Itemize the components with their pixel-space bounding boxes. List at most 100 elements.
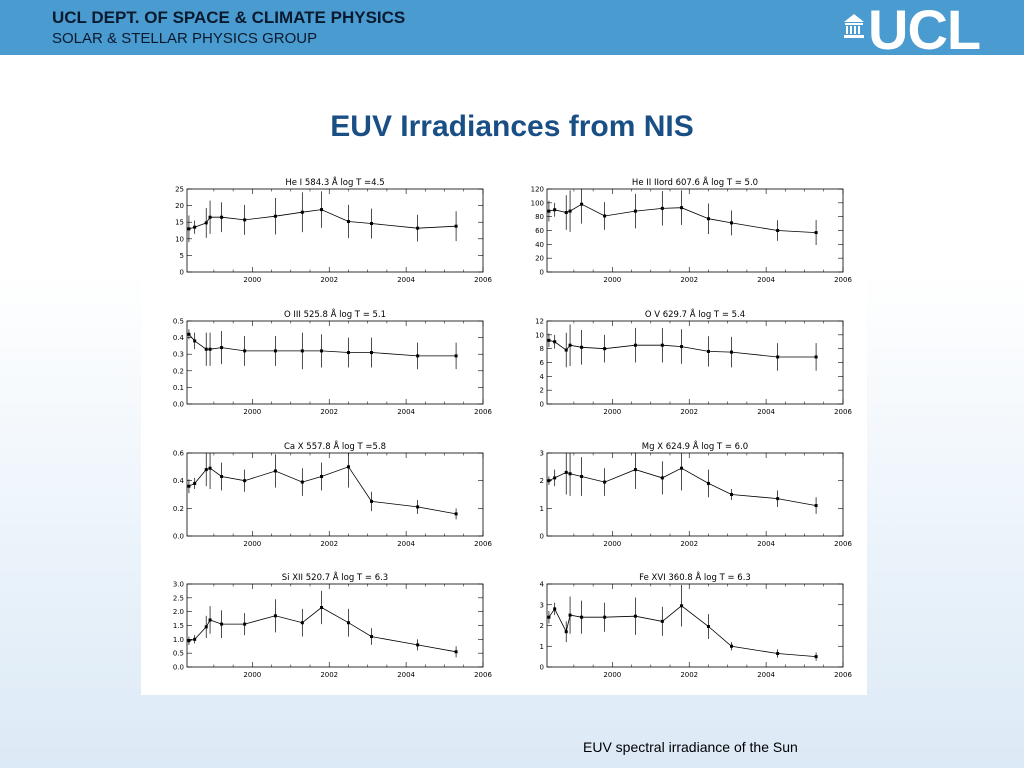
data-point: [300, 349, 304, 353]
y-tick-label: 0.0: [173, 533, 184, 541]
x-tick-label: 2006: [474, 540, 492, 548]
data-point: [208, 215, 212, 219]
x-tick-label: 2000: [603, 408, 621, 416]
data-point: [547, 615, 551, 619]
caption: EUV spectral irradiance of the Sun: [583, 739, 798, 755]
x-tick-label: 2004: [757, 540, 775, 548]
data-point: [193, 637, 197, 641]
data-point: [547, 209, 551, 213]
chart-panel-4: O V 629.7 Å log T = 5.4 2000 2002 2004 2006 0…: [535, 308, 852, 416]
data-point: [187, 484, 191, 488]
x-tick-label: 2002: [680, 540, 698, 548]
y-tick-label: 0.2: [173, 505, 184, 513]
data-point: [204, 347, 208, 351]
data-point: [454, 354, 458, 358]
data-point: [416, 226, 420, 230]
data-point: [776, 355, 780, 359]
data-point: [568, 343, 572, 347]
y-tick-label: 20: [535, 255, 544, 263]
data-point: [300, 480, 304, 484]
y-tick-label: 2: [540, 477, 544, 485]
data-point: [220, 622, 224, 626]
y-tick-label: 25: [175, 186, 184, 194]
x-tick-label: 2002: [680, 671, 698, 679]
data-point: [730, 493, 734, 496]
series-line: [188, 334, 457, 357]
y-tick-label: 120: [531, 186, 544, 194]
y-tick-label: 40: [535, 241, 544, 249]
x-tick-label: 2004: [397, 671, 415, 679]
y-tick-label: 2: [540, 622, 544, 630]
x-tick-label: 2000: [243, 540, 261, 548]
chart-title: O III 525.8 Å log T = 5.1: [284, 308, 386, 320]
y-tick-label: 0.3: [173, 351, 184, 359]
chart-panel-5: Ca X 557.8 Å log T =5.8 2000 2002 2004 2006 0…: [173, 440, 493, 548]
data-point: [814, 655, 818, 659]
y-tick-label: 0: [180, 269, 184, 277]
y-tick-label: 3.0: [173, 581, 184, 589]
plot-frame: [186, 452, 484, 537]
data-point: [416, 505, 420, 509]
data-point: [208, 618, 212, 622]
y-tick-label: 12: [535, 318, 544, 326]
series-line: [548, 340, 817, 358]
plot-frame: [546, 452, 844, 537]
data-point: [633, 468, 637, 472]
irradiance-figure: He I 584.3 Å log T =4.5 2000 2002 2004 2006 0…: [141, 173, 867, 695]
y-tick-label: 2.5: [173, 594, 184, 602]
data-point: [273, 214, 277, 218]
x-tick-label: 2002: [320, 276, 338, 284]
data-point: [273, 349, 277, 353]
data-point: [564, 630, 568, 634]
data-point: [814, 355, 818, 359]
x-tick-label: 2002: [320, 671, 338, 679]
data-point: [776, 497, 780, 501]
data-point: [204, 625, 208, 629]
data-point: [568, 209, 572, 213]
x-tick-label: 2006: [834, 276, 852, 284]
data-point: [580, 345, 584, 349]
data-point: [564, 211, 568, 215]
chart-title: Si XII 520.7 Å log T = 6.3: [282, 571, 388, 583]
data-point: [208, 466, 212, 470]
data-point: [273, 469, 277, 473]
y-tick-label: 4: [540, 373, 545, 381]
data-point: [553, 208, 557, 212]
y-tick-label: 5: [180, 252, 184, 260]
data-point: [370, 635, 374, 639]
slide-title: EUV Irradiances from NIS: [330, 110, 694, 143]
chart-panel-2: He II IIord 607.6 Å log T = 5.0 2000 2002 2…: [531, 176, 853, 284]
data-point: [370, 351, 374, 355]
data-point: [320, 475, 324, 479]
x-tick-label: 2004: [757, 276, 775, 284]
data-point: [660, 343, 664, 347]
data-point: [730, 350, 734, 354]
chart-title: Fe XVI 360.8 Å log T = 6.3: [639, 571, 751, 583]
series-line: [548, 467, 817, 506]
x-tick-label: 2006: [474, 276, 492, 284]
plot-frame: [186, 583, 484, 668]
data-point: [346, 220, 350, 224]
x-tick-label: 2006: [834, 408, 852, 416]
x-tick-label: 2002: [320, 540, 338, 548]
y-tick-label: 0.6: [173, 450, 185, 458]
y-tick-label: 1: [540, 643, 544, 651]
data-point: [706, 349, 710, 353]
plot-frame: [546, 583, 844, 668]
x-tick-label: 2002: [680, 276, 698, 284]
data-point: [204, 221, 208, 225]
chart-title: Mg X 624.9 Å log T = 6.0: [642, 440, 748, 452]
data-point: [187, 227, 191, 231]
y-tick-label: 100: [531, 199, 544, 207]
x-tick-label: 2006: [834, 671, 852, 679]
plot-frame: [546, 320, 844, 405]
y-tick-label: 3: [540, 450, 544, 458]
y-tick-label: 60: [535, 227, 544, 235]
y-tick-label: 0.4: [173, 334, 185, 342]
y-tick-label: 0.5: [173, 650, 184, 658]
data-point: [208, 347, 212, 351]
x-tick-label: 2002: [680, 408, 698, 416]
data-point: [568, 472, 572, 476]
data-point: [680, 345, 684, 349]
